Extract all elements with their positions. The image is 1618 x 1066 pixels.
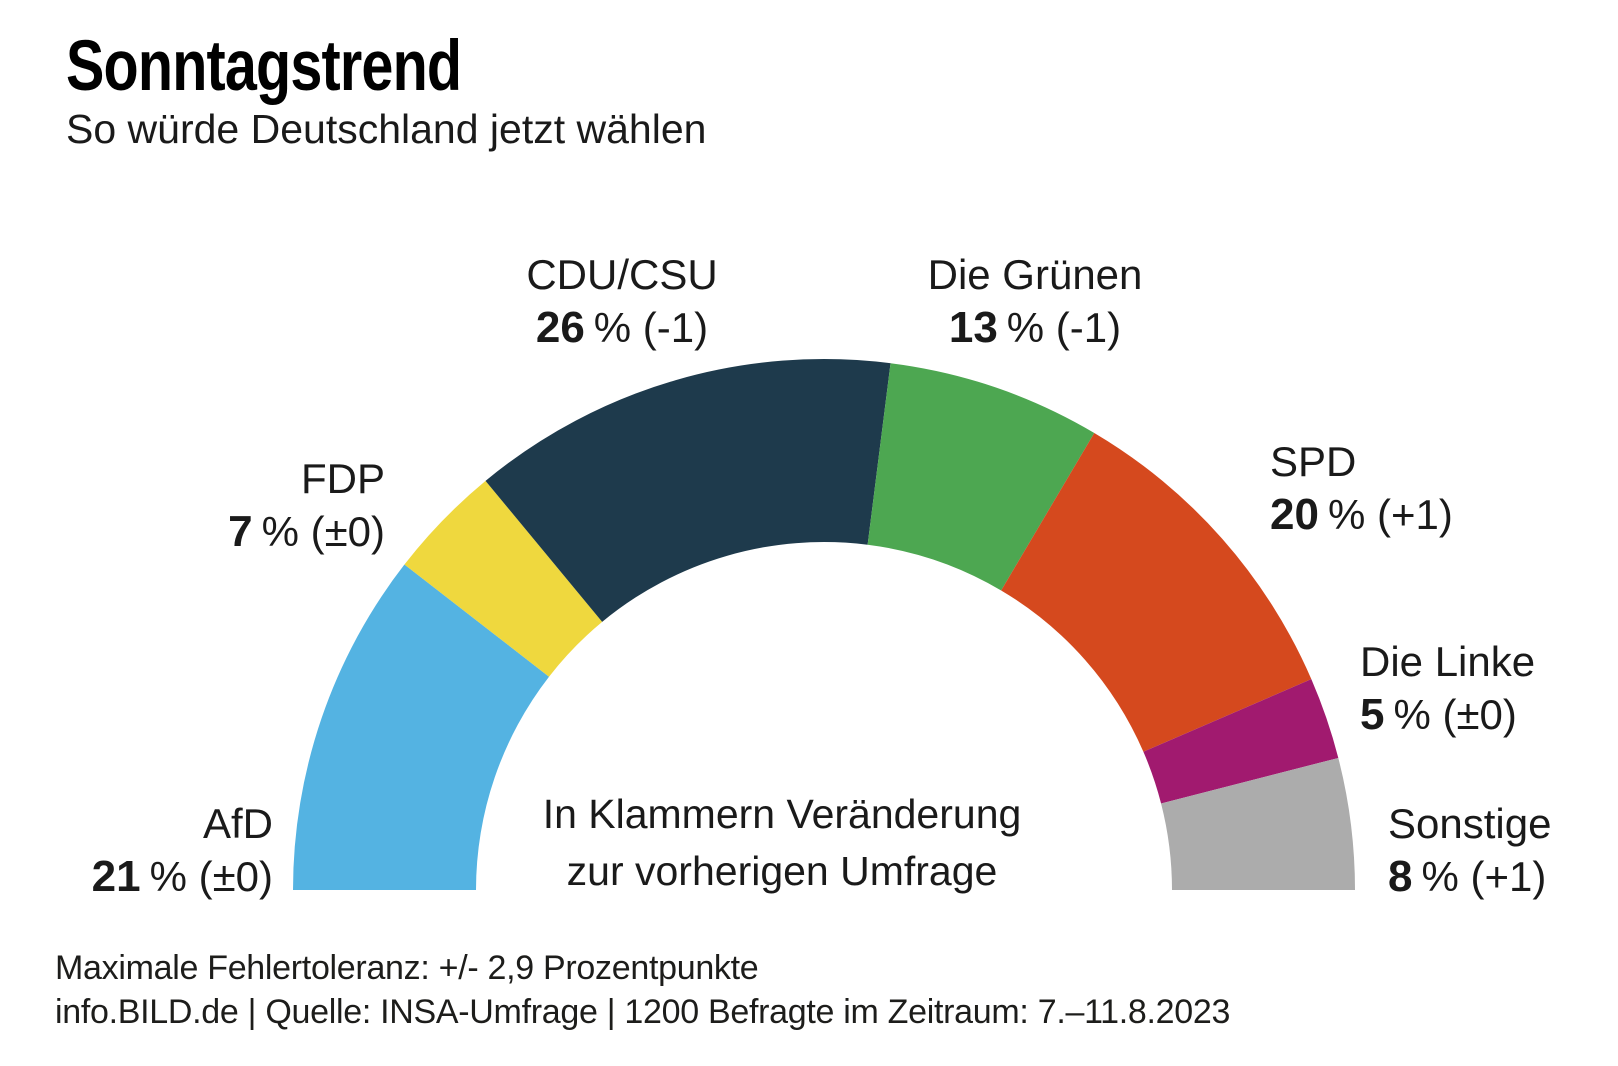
footer-tolerance: Maximale Fehlertoleranz: +/- 2,9 Prozent… (55, 949, 759, 987)
party-value: 20 (1270, 490, 1319, 539)
party-value-line: 20% (+1) (1270, 488, 1453, 541)
party-value-line: 7% (±0) (228, 505, 385, 558)
party-change: % (+1) (1327, 491, 1453, 538)
party-change: % (-1) (593, 304, 709, 351)
party-name: FDP (301, 455, 385, 502)
segment-CDU/CSU (485, 359, 891, 622)
page-title: Sonntagstrend (66, 27, 462, 106)
party-name: Die Linke (1360, 638, 1536, 685)
party-value: 13 (948, 303, 998, 352)
party-value-line: 5% (±0) (1360, 688, 1535, 741)
party-change: % (±0) (149, 853, 273, 900)
party-change: % (±0) (261, 508, 385, 555)
party-value-line: 8% (+1) (1388, 850, 1551, 903)
party-name: CDU/CSU (526, 251, 718, 298)
party-change: % (-1) (1006, 304, 1122, 351)
label-afd: AfD 21% (±0) (92, 797, 273, 903)
party-value-line: 13% (-1) (875, 301, 1195, 354)
label-die-linke: Die Linke 5% (±0) (1360, 635, 1535, 741)
party-name: Sonstige (1388, 800, 1552, 847)
party-value: 5 (1360, 690, 1385, 739)
party-value: 8 (1388, 852, 1413, 901)
segment-Sonstige (1161, 757, 1355, 890)
party-change: % (±0) (1393, 691, 1517, 738)
label-die-gruenen: Die Grünen 13% (-1) (875, 248, 1195, 354)
party-name: Die Grünen (927, 251, 1143, 298)
label-fdp: FDP 7% (±0) (228, 452, 385, 558)
label-cdu-csu: CDU/CSU 26% (-1) (462, 248, 782, 354)
segment-FDP (404, 480, 603, 677)
segment-Die Linke (1143, 679, 1339, 804)
page-subtitle: So würde Deutschland jetzt wählen (66, 106, 707, 152)
segment-AfD (293, 564, 550, 890)
label-sonstige: Sonstige 8% (+1) (1388, 797, 1551, 903)
party-change: % (+1) (1421, 853, 1547, 900)
center-note-line2: zur vorherigen Umfrage (566, 848, 998, 894)
center-note: In Klammern Veränderung zur vorherigen U… (482, 786, 1082, 900)
footer: Maximale Fehlertoleranz: +/- 2,9 Prozent… (55, 946, 1230, 1034)
party-value: 26 (535, 303, 585, 352)
segment-Die Grünen (867, 363, 1095, 591)
party-value-line: 21% (±0) (92, 850, 273, 903)
label-spd: SPD 20% (+1) (1270, 435, 1453, 541)
party-value: 21 (91, 852, 141, 901)
party-name: SPD (1270, 438, 1357, 485)
center-note-line1: In Klammern Veränderung (542, 791, 1022, 837)
party-name: AfD (202, 800, 273, 847)
segment-SPD (1001, 432, 1312, 752)
party-value-line: 26% (-1) (462, 301, 782, 354)
party-value: 7 (228, 507, 253, 556)
footer-source: info.BILD.de | Quelle: INSA-Umfrage | 12… (55, 993, 1231, 1031)
